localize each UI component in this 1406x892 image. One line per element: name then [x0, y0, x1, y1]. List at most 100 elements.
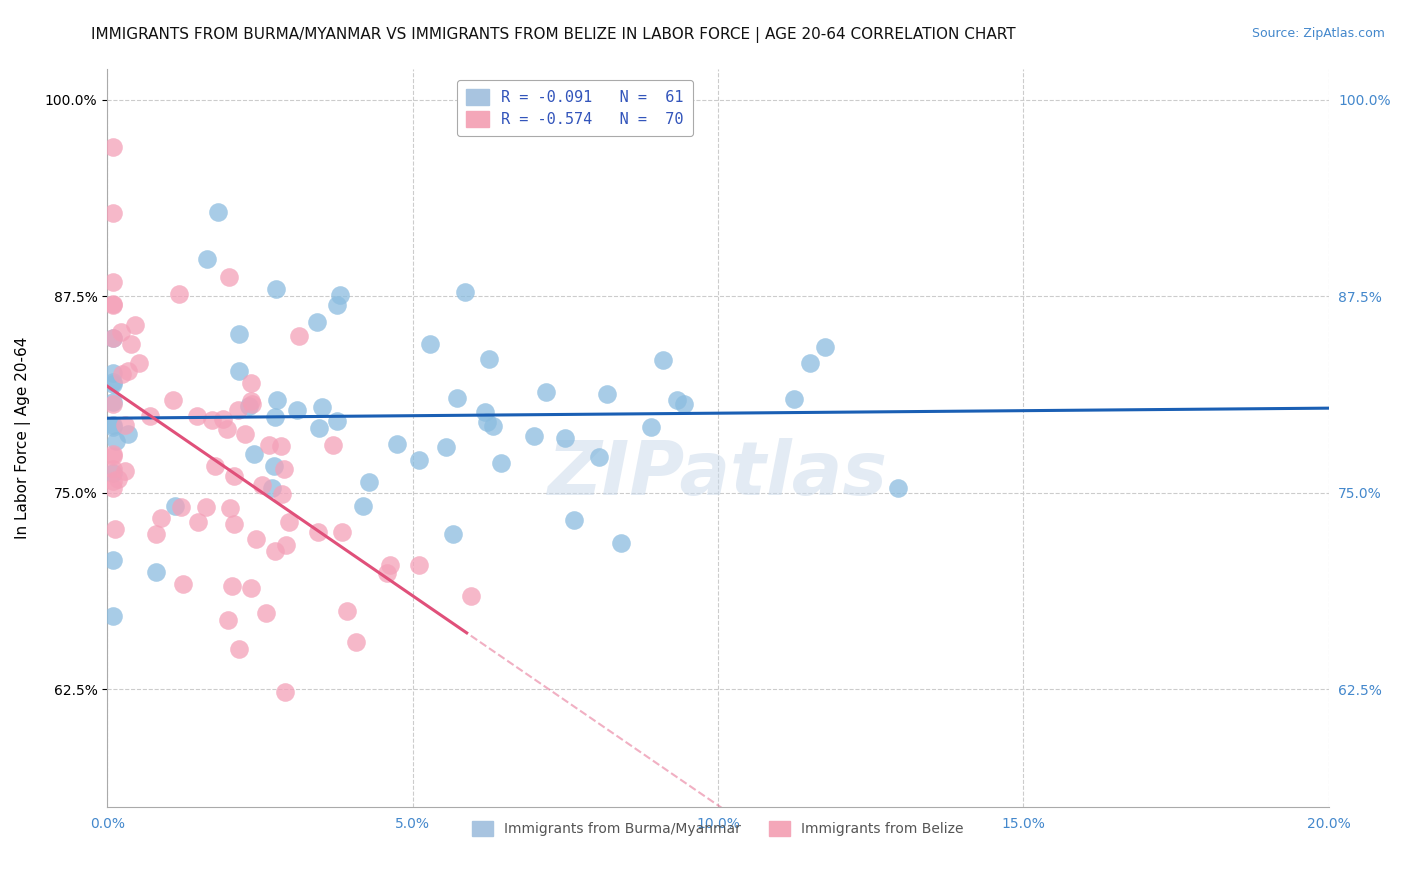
Point: [564, 512, 586, 526]
Point: [103, 461, 125, 475]
Point: [201, 412, 224, 426]
Point: [307, 315, 329, 329]
Point: [117, 364, 139, 378]
Point: [105, 434, 128, 449]
Point: [474, 405, 496, 419]
Point: [103, 276, 125, 290]
Point: [217, 421, 239, 435]
Point: [326, 298, 349, 312]
Point: [228, 327, 250, 342]
Point: [264, 282, 287, 296]
Point: [218, 270, 240, 285]
Point: [103, 367, 125, 381]
Point: [270, 439, 292, 453]
Point: [240, 581, 263, 595]
Point: [285, 402, 308, 417]
Point: [673, 397, 696, 411]
Point: [103, 297, 125, 311]
Point: [222, 516, 245, 531]
Point: [274, 685, 297, 699]
Point: [128, 356, 150, 370]
Point: [326, 415, 349, 429]
Point: [204, 458, 226, 473]
Point: [212, 412, 235, 426]
Point: [799, 355, 821, 369]
Point: [783, 392, 806, 407]
Point: [103, 449, 125, 463]
Point: [226, 402, 249, 417]
Point: [478, 351, 501, 366]
Text: Source: ZipAtlas.com: Source: ZipAtlas.com: [1251, 27, 1385, 40]
Point: [103, 481, 125, 495]
Legend: Immigrants from Burma/Myanmar, Immigrants from Belize: Immigrants from Burma/Myanmar, Immigrant…: [464, 813, 972, 845]
Point: [274, 537, 297, 551]
Point: [270, 487, 292, 501]
Point: [245, 532, 267, 546]
Point: [666, 393, 689, 408]
Point: [228, 364, 250, 378]
Point: [103, 395, 125, 409]
Point: [195, 500, 218, 514]
Point: [263, 543, 285, 558]
Point: [260, 481, 283, 495]
Point: [491, 456, 513, 470]
Point: [651, 353, 673, 368]
Point: [263, 459, 285, 474]
Point: [172, 576, 194, 591]
Point: [114, 464, 136, 478]
Y-axis label: In Labor Force | Age 20-64: In Labor Force | Age 20-64: [15, 336, 31, 539]
Point: [107, 472, 129, 486]
Point: [222, 468, 245, 483]
Point: [307, 524, 329, 539]
Point: [254, 606, 277, 620]
Point: [240, 376, 263, 390]
Point: [103, 419, 125, 434]
Point: [117, 427, 139, 442]
Point: [308, 421, 330, 435]
Point: [344, 634, 367, 648]
Text: IMMIGRANTS FROM BURMA/MYANMAR VS IMMIGRANTS FROM BELIZE IN LABOR FORCE | AGE 20-: IMMIGRANTS FROM BURMA/MYANMAR VS IMMIGRA…: [91, 27, 1017, 43]
Point: [103, 417, 125, 432]
Point: [385, 437, 408, 451]
Point: [264, 409, 287, 424]
Point: [145, 526, 167, 541]
Point: [162, 392, 184, 407]
Point: [523, 429, 546, 443]
Point: [103, 377, 125, 392]
Point: [257, 438, 280, 452]
Point: [814, 341, 837, 355]
Point: [124, 318, 146, 333]
Point: [266, 392, 288, 407]
Point: [380, 558, 402, 572]
Point: [336, 604, 359, 618]
Point: [640, 420, 662, 434]
Point: [217, 613, 239, 627]
Point: [167, 286, 190, 301]
Point: [277, 515, 299, 529]
Point: [120, 336, 142, 351]
Point: [588, 450, 610, 464]
Point: [110, 325, 132, 339]
Point: [238, 399, 260, 413]
Point: [595, 386, 617, 401]
Point: [240, 397, 263, 411]
Point: [103, 331, 125, 345]
Point: [111, 367, 134, 381]
Point: [163, 500, 186, 514]
Point: [103, 375, 125, 389]
Point: [243, 447, 266, 461]
Point: [252, 478, 274, 492]
Point: [359, 475, 381, 489]
Point: [273, 462, 295, 476]
Point: [441, 527, 464, 541]
Point: [352, 500, 374, 514]
Point: [408, 453, 430, 467]
Point: [610, 535, 633, 549]
Point: [103, 466, 125, 480]
Point: [311, 401, 333, 415]
Point: [477, 415, 499, 429]
Point: [460, 589, 482, 603]
Point: [104, 522, 127, 536]
Point: [419, 336, 441, 351]
Point: [187, 515, 209, 529]
